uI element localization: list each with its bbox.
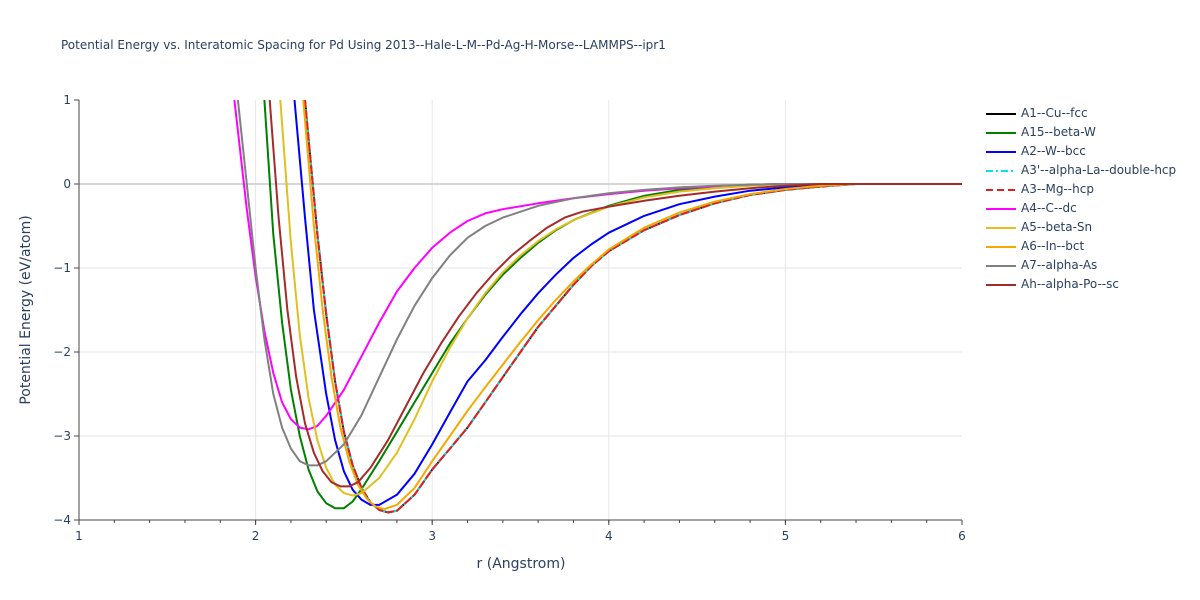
series-line-a3-alpha-la-double-hcp bbox=[304, 100, 962, 514]
y-tick-label: 1 bbox=[63, 93, 71, 107]
y-tick-label: −1 bbox=[53, 261, 71, 275]
legend-swatch bbox=[986, 284, 1016, 286]
series-line-a15-beta-w bbox=[263, 100, 962, 510]
x-tick-label: 2 bbox=[252, 529, 260, 543]
series-line-a1-cu-fcc bbox=[304, 100, 962, 514]
x-axis-label: r (Angstrom) bbox=[477, 556, 566, 572]
legend-swatch bbox=[986, 189, 1016, 191]
legend-swatch bbox=[986, 170, 1016, 172]
tick-layer: 1 2 3 4 5 6 1 0 −1 −2 −3 −4 bbox=[53, 93, 966, 543]
legend-label: A3--Mg--hcp bbox=[1021, 182, 1094, 196]
legend-swatch bbox=[986, 227, 1016, 229]
x-tick-label: 1 bbox=[75, 529, 83, 543]
series-line-a6-in-bct bbox=[302, 100, 962, 511]
legend-label: A1--Cu--fcc bbox=[1021, 106, 1088, 120]
legend-label: A4--C--dc bbox=[1021, 201, 1077, 215]
legend-label: Ah--alpha-Po--sc bbox=[1021, 277, 1119, 291]
y-tick-label: −4 bbox=[53, 513, 71, 527]
legend-label: A3'--alpha-La--double-hcp bbox=[1021, 163, 1177, 177]
series-line-a4-c-dc bbox=[233, 100, 962, 431]
series-line-a3-mg-hcp bbox=[304, 100, 962, 514]
y-tick-label: −2 bbox=[53, 345, 71, 359]
chart-title: Potential Energy vs. Interatomic Spacing… bbox=[61, 38, 666, 52]
series-line-a2-w-bcc bbox=[293, 100, 962, 506]
series-layer bbox=[233, 100, 962, 514]
x-tick-label: 6 bbox=[958, 529, 966, 543]
legend-swatch bbox=[986, 246, 1016, 248]
legend-swatch bbox=[986, 208, 1016, 210]
series-line-a5-beta-sn bbox=[279, 100, 962, 497]
series-line-a7-alpha-as bbox=[236, 100, 962, 467]
legend-label: A6--In--bct bbox=[1021, 239, 1085, 253]
y-tick-label: 0 bbox=[63, 177, 71, 191]
y-axis-label: Potential Energy (eV/atom) bbox=[18, 215, 34, 404]
legend-label: A7--alpha-As bbox=[1021, 258, 1098, 272]
legend-label: A5--beta-Sn bbox=[1021, 220, 1093, 234]
series-line-ah-alpha-po-sc bbox=[268, 100, 962, 488]
x-tick-label: 5 bbox=[782, 529, 790, 543]
grid-layer bbox=[79, 100, 962, 520]
y-tick-label: −3 bbox=[53, 429, 71, 443]
legend-label: A15--beta-W bbox=[1021, 125, 1096, 139]
x-tick-label: 4 bbox=[605, 529, 613, 543]
x-tick-label: 3 bbox=[428, 529, 436, 543]
legend-swatch bbox=[986, 151, 1016, 153]
legend-swatch bbox=[986, 132, 1016, 134]
legend-label: A2--W--bcc bbox=[1021, 144, 1086, 158]
legend-swatch bbox=[986, 265, 1016, 267]
legend-swatch bbox=[986, 113, 1016, 115]
